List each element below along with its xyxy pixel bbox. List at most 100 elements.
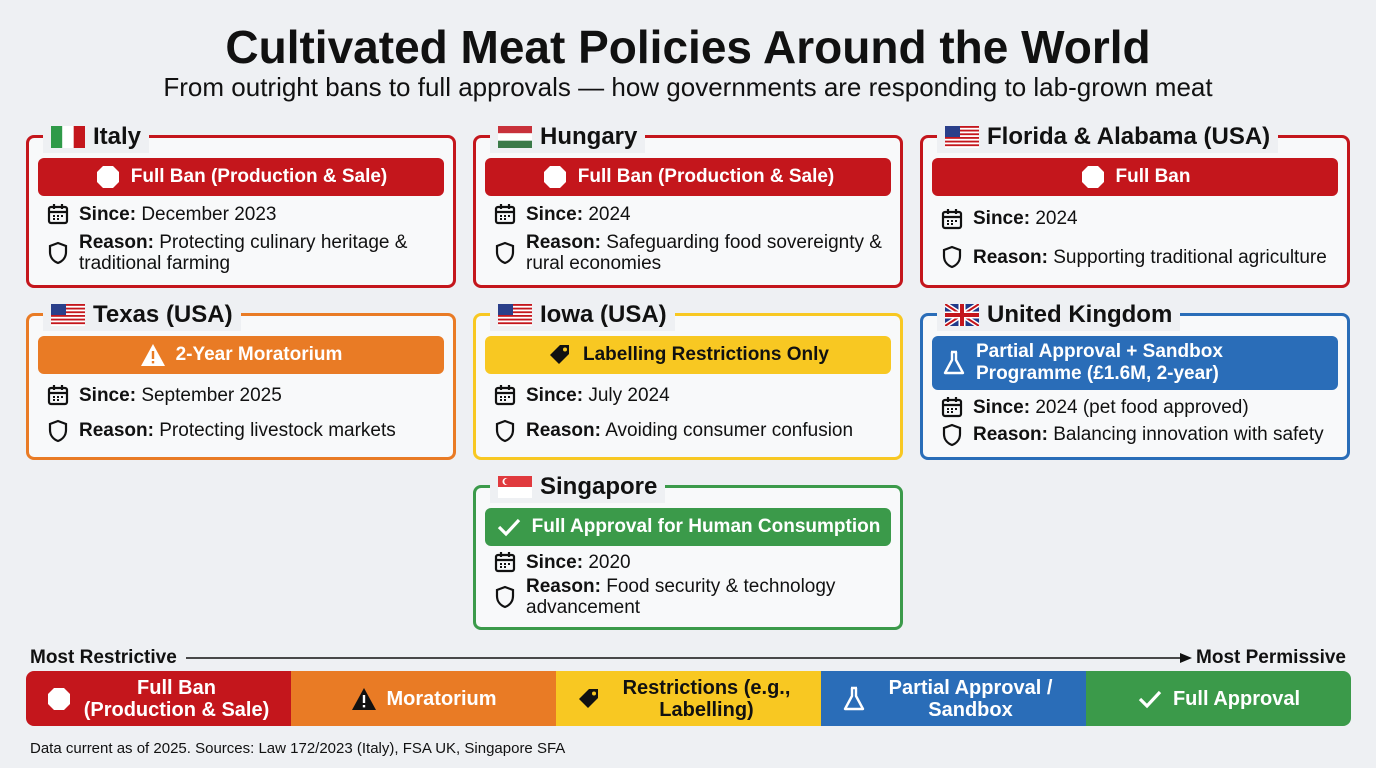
card-info: Since: 2020 Reason: Food security & techn… — [494, 550, 886, 619]
since-text: Since: 2024 — [973, 208, 1078, 229]
since-text: Since: 2024 — [526, 204, 631, 225]
reason-row: Reason: Safeguarding food sovereignty & … — [494, 232, 886, 274]
policy-card: Singapore Full Approval for Human Consump… — [473, 471, 903, 630]
reason-value: Supporting traditional agriculture — [1053, 246, 1327, 268]
since-icon — [494, 203, 516, 225]
segment-icon — [842, 686, 866, 712]
status-icon — [547, 342, 573, 368]
status-text: Full Ban — [1115, 166, 1191, 187]
reason-text: Reason: Safeguarding food sovereignty & … — [526, 232, 886, 274]
since-label: Since: — [526, 551, 584, 573]
policy-card: Italy Full Ban (Production & Sale) Since: … — [26, 121, 456, 288]
reason-text: Reason: Food security & technology advan… — [526, 576, 886, 618]
segment-icon — [576, 686, 602, 712]
since-value: July 2024 — [588, 384, 670, 406]
reason-row: Reason: Balancing innovation with safety — [941, 423, 1333, 447]
status-text: Partial Approval + Sandbox Programme (£1… — [976, 341, 1223, 384]
status-icon — [496, 516, 522, 538]
card-header: United Kingdom — [937, 299, 1181, 331]
card-header: Hungary — [490, 121, 646, 153]
card-info: Since: July 2024 Reason: Avoiding consume… — [494, 378, 886, 449]
country-name: Florida & Alabama (USA) — [987, 123, 1271, 150]
status-text: Full Ban (Production & Sale) — [577, 166, 835, 187]
reason-row: Reason: Avoiding consumer confusion — [494, 419, 886, 443]
since-text: Since: September 2025 — [79, 385, 282, 406]
scale-segment: Restrictions (e.g., Labelling) — [556, 671, 821, 726]
status-badge: Labelling Restrictions Only — [485, 336, 891, 374]
reason-row: Reason: Protecting livestock markets — [47, 419, 439, 443]
reason-icon — [941, 423, 963, 447]
policy-card: United Kingdom Partial Approval + Sandbox… — [920, 299, 1350, 460]
reason-label: Reason: — [526, 420, 601, 442]
segment-label: Full Ban (Production & Sale) — [83, 676, 270, 721]
card-info: Since: 2024 (pet food approved) Reason: B… — [941, 394, 1333, 449]
card-info: Since: December 2023 Reason: Protecting c… — [47, 200, 439, 277]
since-icon — [494, 384, 516, 406]
card-info: Since: September 2025 Reason: Protecting … — [47, 378, 439, 449]
since-text: Since: 2024 (pet food approved) — [973, 397, 1249, 418]
since-row: Since: December 2023 — [47, 203, 439, 225]
scale-left: Most Restrictive — [30, 647, 177, 668]
reason-row: Reason: Supporting traditional agricultu… — [941, 245, 1333, 269]
status-text: Full Ban (Production & Sale) — [130, 166, 388, 187]
status-text: 2-Year Moratorium — [175, 344, 343, 365]
card-info: Since: 2024 Reason: Safeguarding food sov… — [494, 200, 886, 277]
reason-row: Reason: Food security & technology advan… — [494, 576, 886, 618]
status-icon — [140, 343, 166, 367]
card-header: Iowa (USA) — [490, 299, 675, 331]
policy-card: Iowa (USA) Labelling Restrictions Only Sin… — [473, 299, 903, 460]
since-label: Since: — [79, 203, 137, 225]
footer: Data current as of 2025. Sources: Law 17… — [30, 740, 566, 757]
status-icon — [95, 164, 121, 190]
since-text: Since: December 2023 — [79, 204, 277, 225]
subtitle: From outright bans to full approvals — h… — [163, 72, 1213, 102]
flag-icon — [51, 126, 85, 148]
country-name: United Kingdom — [987, 301, 1173, 328]
country-name: Italy — [93, 123, 142, 150]
policy-card: Florida & Alabama (USA) Full Ban Since: 20… — [920, 121, 1350, 288]
reason-label: Reason: — [973, 246, 1048, 268]
status-badge: Partial Approval + Sandbox Programme (£1… — [932, 336, 1338, 390]
since-row: Since: 2024 — [941, 208, 1333, 230]
reason-text: Reason: Supporting traditional agricultu… — [973, 247, 1327, 268]
reason-icon — [47, 241, 69, 265]
reason-icon — [494, 241, 516, 265]
reason-text: Reason: Avoiding consumer confusion — [526, 420, 853, 441]
reason-icon — [941, 245, 963, 269]
since-value: 2020 — [588, 551, 631, 573]
country-name: Texas (USA) — [93, 301, 233, 328]
scale-segment: Full Approval — [1086, 671, 1351, 726]
segment-label: Restrictions (e.g., Labelling) — [622, 676, 791, 721]
flag-icon — [51, 304, 85, 326]
since-label: Since: — [526, 203, 584, 225]
since-icon — [47, 384, 69, 406]
since-value: 2024 — [1035, 208, 1078, 230]
since-icon — [494, 551, 516, 573]
scale-arrow — [186, 653, 1192, 663]
since-label: Since: — [973, 208, 1031, 230]
status-badge: Full Approval for Human Consumption — [485, 508, 891, 546]
reason-value: Food security & technology advancement — [526, 575, 836, 618]
status-badge: Full Ban — [932, 158, 1338, 196]
reason-text: Reason: Balancing innovation with safety — [973, 424, 1324, 445]
card-info: Since: 2024 Reason: Supporting traditiona… — [941, 200, 1333, 277]
since-row: Since: 2024 — [494, 203, 886, 225]
status-badge: Full Ban (Production & Sale) — [485, 158, 891, 196]
reason-label: Reason: — [973, 424, 1048, 446]
reason-value: Safeguarding food sovereignty & rural ec… — [526, 231, 882, 274]
title: Cultivated Meat Policies Around the Worl… — [225, 21, 1151, 73]
segment-label: Partial Approval / Sandbox — [888, 676, 1053, 721]
card-header: Texas (USA) — [43, 299, 241, 331]
status-icon — [1080, 164, 1106, 190]
reason-label: Reason: — [79, 231, 154, 253]
status-text: Full Approval for Human Consumption — [531, 516, 881, 537]
country-name: Singapore — [540, 473, 658, 500]
flag-icon — [498, 304, 532, 326]
scale-segment: Moratorium — [291, 671, 556, 726]
reason-value: Protecting culinary heritage & tradition… — [79, 231, 408, 274]
country-name: Iowa (USA) — [540, 301, 667, 328]
status-badge: Full Ban (Production & Sale) — [38, 158, 444, 196]
flag-icon — [945, 126, 979, 148]
segment-label: Moratorium — [386, 687, 497, 710]
